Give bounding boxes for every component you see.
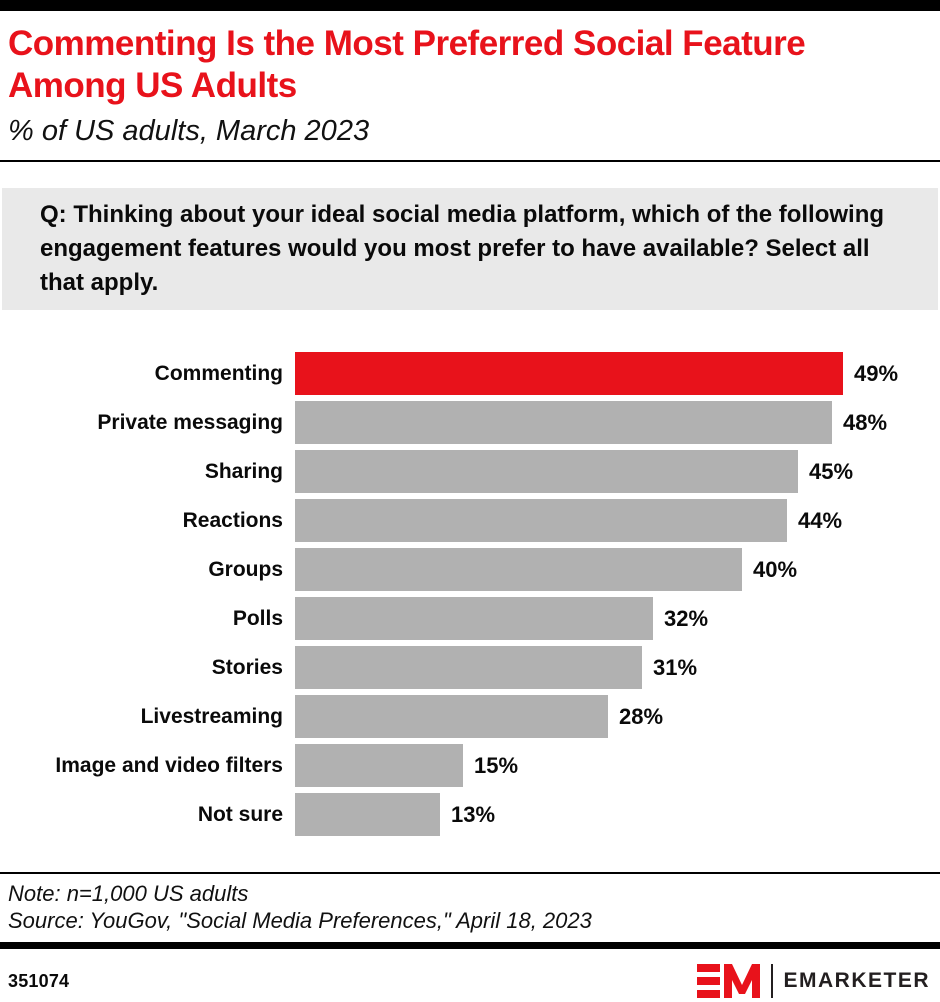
note-text: Note: n=1,000 US adults [8, 881, 249, 906]
bar-value-label: 49% [854, 360, 899, 386]
bar-label: Private messaging [97, 410, 283, 434]
emarketer-logo-icon [697, 964, 761, 998]
bar-label: Livestreaming [140, 704, 283, 728]
footnotes: Note: n=1,000 US adults Source: YouGov, … [0, 874, 940, 938]
bar-rows: Commenting 49% Private messaging 48% Sharing… [0, 352, 940, 836]
survey-question-box: Q: Thinking about your ideal social medi… [2, 188, 938, 310]
footer-divider [0, 872, 940, 874]
bar-row: Commenting 49% [0, 352, 940, 395]
chart-id: 351074 [8, 970, 70, 991]
bar-value-label: 28% [619, 703, 664, 729]
bar [295, 646, 642, 689]
bar [295, 695, 608, 738]
bar-row: Polls 32% [0, 597, 940, 640]
bar-label: Commenting [154, 361, 283, 385]
chart-subtitle: % of US adults, March 2023 [8, 115, 370, 147]
bar [295, 401, 832, 444]
bar-chart: Commenting 49% Private messaging 48% Sharing… [0, 352, 940, 836]
bar-row: Sharing 45% [0, 450, 940, 493]
survey-question-text: Q: Thinking about your ideal social medi… [40, 201, 885, 296]
bar [295, 793, 440, 836]
bar-value-label: 15% [474, 752, 519, 778]
bar-row: Reactions 44% [0, 499, 940, 542]
bar-highlighted [295, 352, 843, 395]
bar-value-label: 40% [753, 556, 798, 582]
top-border-bar [0, 0, 940, 11]
bar [295, 548, 742, 591]
logo-divider [771, 964, 774, 998]
bar-row: Stories 31% [0, 646, 940, 689]
bar-value-label: 31% [653, 654, 698, 680]
bar-row: Livestreaming 28% [0, 695, 940, 738]
header-divider [0, 160, 940, 162]
header: Commenting Is the Most Preferred Social … [0, 11, 940, 149]
footer-black-bar [0, 942, 940, 949]
bar-row: Not sure 13% [0, 793, 940, 836]
bar [295, 499, 787, 542]
bar-label: Groups [208, 557, 283, 581]
bar-row: Groups 40% [0, 548, 940, 591]
bar [295, 597, 653, 640]
bar-label: Polls [232, 606, 283, 630]
bar-row: Image and video filters 15% [0, 744, 940, 787]
bar-value-label: 13% [451, 801, 496, 827]
source-text: Source: YouGov, "Social Media Preference… [8, 908, 592, 933]
bar-label: Stories [211, 655, 283, 679]
bar-label: Reactions [182, 508, 283, 532]
emarketer-logo: EMARKETER [697, 961, 930, 1001]
footer-bottom-row: 351074 EMARKETER [0, 949, 940, 1001]
bar [295, 450, 798, 493]
bar-value-label: 44% [798, 507, 843, 533]
bar-value-label: 45% [809, 458, 854, 484]
bar-label: Image and video filters [55, 753, 283, 777]
bar-label: Not sure [197, 802, 283, 826]
bar-row: Private messaging 48% [0, 401, 940, 444]
bar [295, 744, 463, 787]
brand-name: EMARKETER [783, 969, 930, 992]
bar-value-label: 48% [843, 409, 888, 435]
chart-title: Commenting Is the Most Preferred Social … [8, 24, 806, 105]
bar-value-label: 32% [664, 605, 709, 631]
bar-label: Sharing [204, 459, 283, 483]
